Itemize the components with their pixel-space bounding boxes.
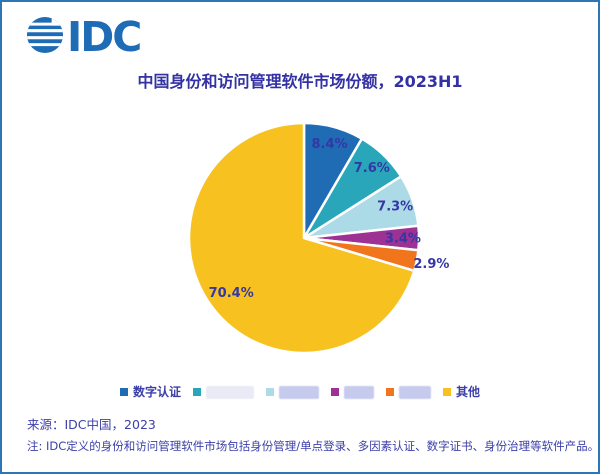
- legend-swatch-icon: [119, 388, 128, 396]
- pie-data-label-5: 2.9%: [413, 257, 449, 272]
- legend-item-6: 其他: [443, 385, 480, 399]
- legend-swatch-icon: [386, 388, 394, 396]
- pie-slice-6: [187, 121, 416, 355]
- redacted-legend-label: [344, 385, 374, 399]
- pie-data-label-4: 3.4%: [385, 232, 421, 247]
- legend-item-3: [266, 385, 319, 399]
- legend-item-1: 数字认证: [119, 385, 181, 399]
- redacted-legend-label: [206, 385, 254, 399]
- pie-data-label-6: 70.4%: [209, 286, 254, 301]
- source-text: 来源：IDC中国，2023: [27, 417, 156, 432]
- legend-item-5: [386, 385, 431, 399]
- idc-logo-text: IDC: [67, 13, 142, 61]
- pie-data-label-3: 7.3%: [377, 200, 413, 215]
- legend-label: 数字认证: [132, 385, 181, 399]
- legend-swatch-icon: [443, 388, 451, 396]
- legend-swatch-icon: [266, 388, 274, 396]
- legend-item-4: [331, 385, 374, 399]
- redacted-legend-label: [399, 385, 431, 399]
- chart-title: 中国身份和访问管理软件市场份额，2023H1: [137, 72, 463, 91]
- pie-chart: 8.4% 7.6% 7.3% 3.4% 2.9% 70.4%: [152, 108, 462, 370]
- legend-label: 其他: [456, 385, 481, 399]
- redacted-legend-label: [279, 385, 319, 399]
- pie-data-label-2: 7.6%: [354, 161, 390, 176]
- pie-data-label-1: 8.4%: [311, 137, 347, 152]
- idc-globe-icon: [26, 16, 64, 58]
- legend-item-2: [193, 385, 254, 399]
- legend-swatch-icon: [331, 388, 339, 396]
- chart-legend: 数字认证 其他: [2, 383, 598, 401]
- idc-logo: IDC: [26, 13, 142, 61]
- note-text: 注: IDC定义的身份和访问管理软件市场包括身份管理/单点登录、多因素认证、数字…: [27, 439, 600, 453]
- legend-swatch-icon: [193, 388, 201, 396]
